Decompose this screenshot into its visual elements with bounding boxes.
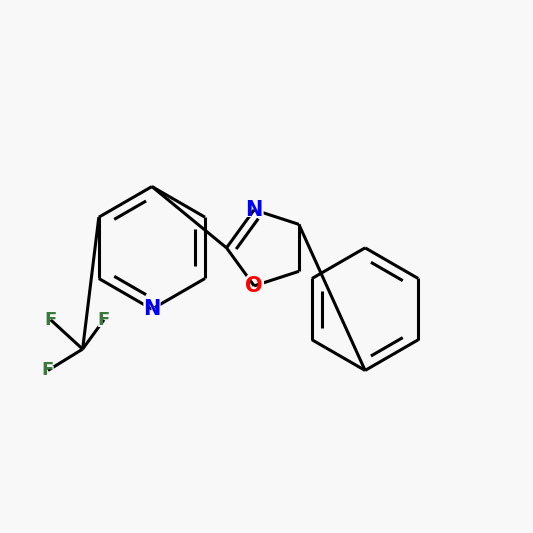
Text: N: N bbox=[246, 200, 263, 220]
Text: F: F bbox=[40, 358, 56, 383]
Text: N: N bbox=[143, 299, 160, 319]
Text: F: F bbox=[43, 308, 59, 332]
Text: N: N bbox=[141, 296, 163, 322]
Text: F: F bbox=[45, 311, 56, 329]
Text: O: O bbox=[243, 273, 265, 299]
Text: F: F bbox=[98, 311, 110, 329]
Text: F: F bbox=[42, 361, 54, 379]
Text: O: O bbox=[245, 276, 263, 296]
Text: N: N bbox=[243, 197, 265, 223]
Text: F: F bbox=[96, 308, 112, 332]
